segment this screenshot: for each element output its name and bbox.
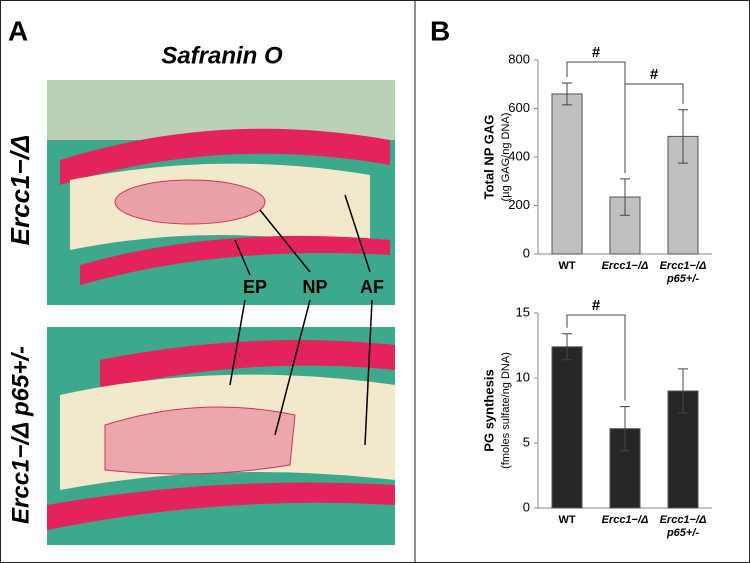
bar <box>551 93 583 255</box>
y-axis-label: PG synthesis <box>481 369 496 451</box>
pointer-lines <box>229 194 373 446</box>
y-tick-label: 200 <box>508 197 530 212</box>
error-bar <box>620 406 630 452</box>
y-axis-sublabel: (µg GAG/ng DNA) <box>500 113 512 202</box>
x-tick-label: Ercc1−/Δ <box>601 514 649 526</box>
bar <box>551 346 583 509</box>
x-tick-label: Ercc1−/Δ p65+/- <box>659 260 707 285</box>
y-axis-label: Total NP GAG <box>481 115 496 200</box>
y-tick-label: 0 <box>523 499 530 514</box>
x-tick-label: Ercc1−/Δ p65+/- <box>659 514 707 539</box>
error-bar <box>678 368 688 414</box>
histology-image <box>47 327 395 545</box>
error-bar <box>562 82 572 106</box>
y-tick-label: 10 <box>516 369 530 384</box>
y-tick-label: 0 <box>523 245 530 260</box>
error-bar <box>678 109 688 164</box>
row-label: Ercc1−/Δ p65+/- <box>7 346 34 524</box>
panel-letter: A <box>8 15 28 46</box>
region-label: EP <box>243 277 267 297</box>
y-tick-label: 5 <box>523 434 530 449</box>
panel-letter: B <box>430 15 450 46</box>
histology-image <box>47 80 395 305</box>
significance-bracket <box>566 314 626 401</box>
region-label: NP <box>302 277 327 297</box>
significance-label: # <box>592 297 601 314</box>
row-label: Ercc1−/Δ <box>5 135 35 246</box>
y-tick-label: 800 <box>508 51 530 66</box>
error-bar <box>562 333 572 361</box>
error-bar <box>620 178 630 216</box>
x-tick-label: Ercc1−/Δ <box>601 260 649 272</box>
y-tick-label: 15 <box>516 304 530 319</box>
y-tick-label: 600 <box>508 100 530 115</box>
x-tick-label: WT <box>558 514 576 526</box>
significance-label: # <box>650 66 659 83</box>
y-tick-label: 400 <box>508 148 530 163</box>
significance-label: # <box>592 44 601 61</box>
stain-title: Safranin O <box>161 42 283 69</box>
y-axis-sublabel: (fmoles sulfate/ng DNA) <box>500 352 512 469</box>
x-tick-label: WT <box>558 260 576 272</box>
region-label: AF <box>360 277 384 297</box>
significance-bracket <box>624 83 684 173</box>
